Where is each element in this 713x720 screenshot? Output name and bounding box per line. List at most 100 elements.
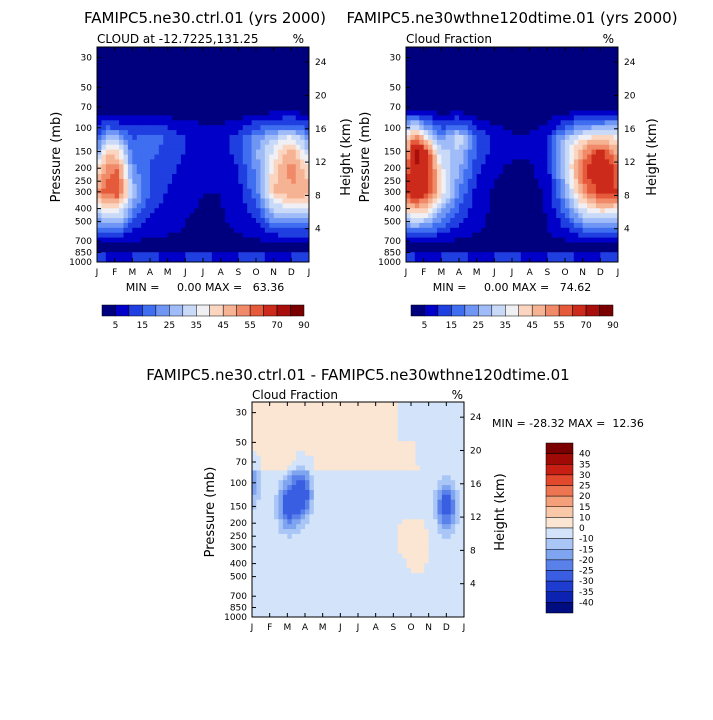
contour-cell: [463, 71, 469, 77]
contour-cell: [604, 257, 610, 263]
contour-cell: [273, 47, 279, 53]
contour-cell: [582, 66, 588, 72]
contour-cell: [587, 86, 592, 92]
contour-cell: [286, 51, 292, 58]
contour-cell: [172, 198, 177, 204]
contour-cell: [203, 237, 208, 243]
contour-cell: [242, 149, 248, 155]
contour-cell: [158, 86, 164, 92]
contour-cell: [529, 164, 535, 170]
contour-cell: [454, 144, 460, 151]
contour-cell: [172, 222, 177, 229]
contour-cell: [565, 242, 570, 248]
contour-cell: [419, 61, 425, 67]
contour-cell: [516, 149, 522, 155]
panel-exp: FAMIPC5.ne30wthne120dtime.01 (yrs 2000) …: [346, 9, 677, 331]
contour-cell: [481, 178, 486, 185]
contour-cell: [167, 169, 173, 175]
contour-cell: [274, 460, 279, 466]
contour-cell: [441, 252, 447, 258]
contour-cell: [225, 95, 230, 102]
contour-cell: [529, 76, 535, 82]
contour-cell: [282, 130, 288, 136]
contour-cell: [467, 134, 473, 141]
contour-cell: [529, 227, 535, 234]
contour-cell: [282, 421, 288, 427]
contour-cell: [167, 252, 173, 258]
colorbar-swatch: [491, 304, 506, 317]
contour-cell: [269, 548, 275, 554]
contour-cell: [287, 485, 293, 491]
contour-cell: [512, 232, 517, 238]
contour-cell: [220, 100, 226, 107]
contour-cell: [295, 149, 301, 155]
contour-cell: [406, 90, 411, 97]
contour-cell: [141, 115, 146, 121]
contour-cell: [300, 56, 305, 63]
contour-cell: [565, 125, 570, 131]
contour-cell: [264, 193, 270, 199]
contour-cell: [176, 130, 182, 136]
contour-cell: [274, 426, 279, 432]
contour-cell: [296, 465, 301, 471]
contour-cell: [512, 134, 517, 141]
contour-cell: [238, 218, 244, 224]
contour-cell: [551, 149, 557, 155]
contour-cell: [229, 125, 235, 131]
contour-cell: [211, 130, 217, 136]
contour-cell: [538, 247, 544, 253]
contour-cell: [242, 183, 248, 190]
contour-cell: [278, 577, 284, 584]
contour-cell: [450, 237, 455, 243]
contour-cell: [150, 81, 155, 87]
contour-cell: [163, 154, 169, 160]
contour-cell: [286, 169, 292, 175]
contour-cell: [150, 159, 155, 165]
contour-cell: [163, 66, 169, 72]
contour-cell: [291, 607, 297, 613]
contour-cell: [609, 125, 614, 131]
contour-cell: [132, 232, 138, 238]
contour-cell: [189, 120, 195, 126]
contour-cell: [101, 100, 107, 107]
x-tick-label: S: [235, 268, 241, 278]
panel-exp-ylabel: Pressure (mb): [358, 112, 373, 203]
contour-cell: [534, 149, 539, 155]
contour-cell: [207, 174, 213, 180]
contour-cell: [256, 159, 261, 165]
contour-cell: [269, 445, 275, 452]
contour-cell: [304, 252, 310, 258]
contour-cell: [476, 90, 482, 97]
contour-cell: [256, 252, 261, 258]
contour-cell: [414, 178, 420, 185]
contour-cell: [485, 222, 491, 229]
contour-cell: [233, 56, 239, 63]
contour-cell: [494, 257, 500, 263]
contour-cell: [211, 242, 217, 248]
contour-cell: [494, 120, 500, 126]
contour-cell: [278, 139, 283, 146]
contour-cell: [101, 247, 107, 253]
contour-cell: [295, 222, 301, 229]
contour-cell: [273, 203, 279, 209]
contour-cell: [150, 71, 155, 77]
contour-cell: [163, 71, 169, 77]
contour-cell: [520, 222, 526, 229]
contour-cell: [410, 213, 416, 219]
contour-cell: [503, 227, 508, 234]
contour-cell: [229, 252, 235, 258]
contour-cell: [560, 222, 566, 229]
contour-cell: [304, 105, 310, 111]
contour-cell: [613, 144, 619, 151]
contour-cell: [432, 252, 438, 258]
contour-cell: [520, 208, 526, 214]
contour-cell: [119, 237, 124, 243]
contour-cell: [220, 66, 226, 72]
contour-cell: [194, 105, 199, 111]
contour-cell: [467, 66, 473, 72]
contour-cell: [260, 568, 266, 574]
contour-cell: [247, 159, 252, 165]
contour-cell: [498, 183, 504, 190]
contour-cell: [265, 573, 271, 579]
contour-cell: [485, 252, 491, 258]
